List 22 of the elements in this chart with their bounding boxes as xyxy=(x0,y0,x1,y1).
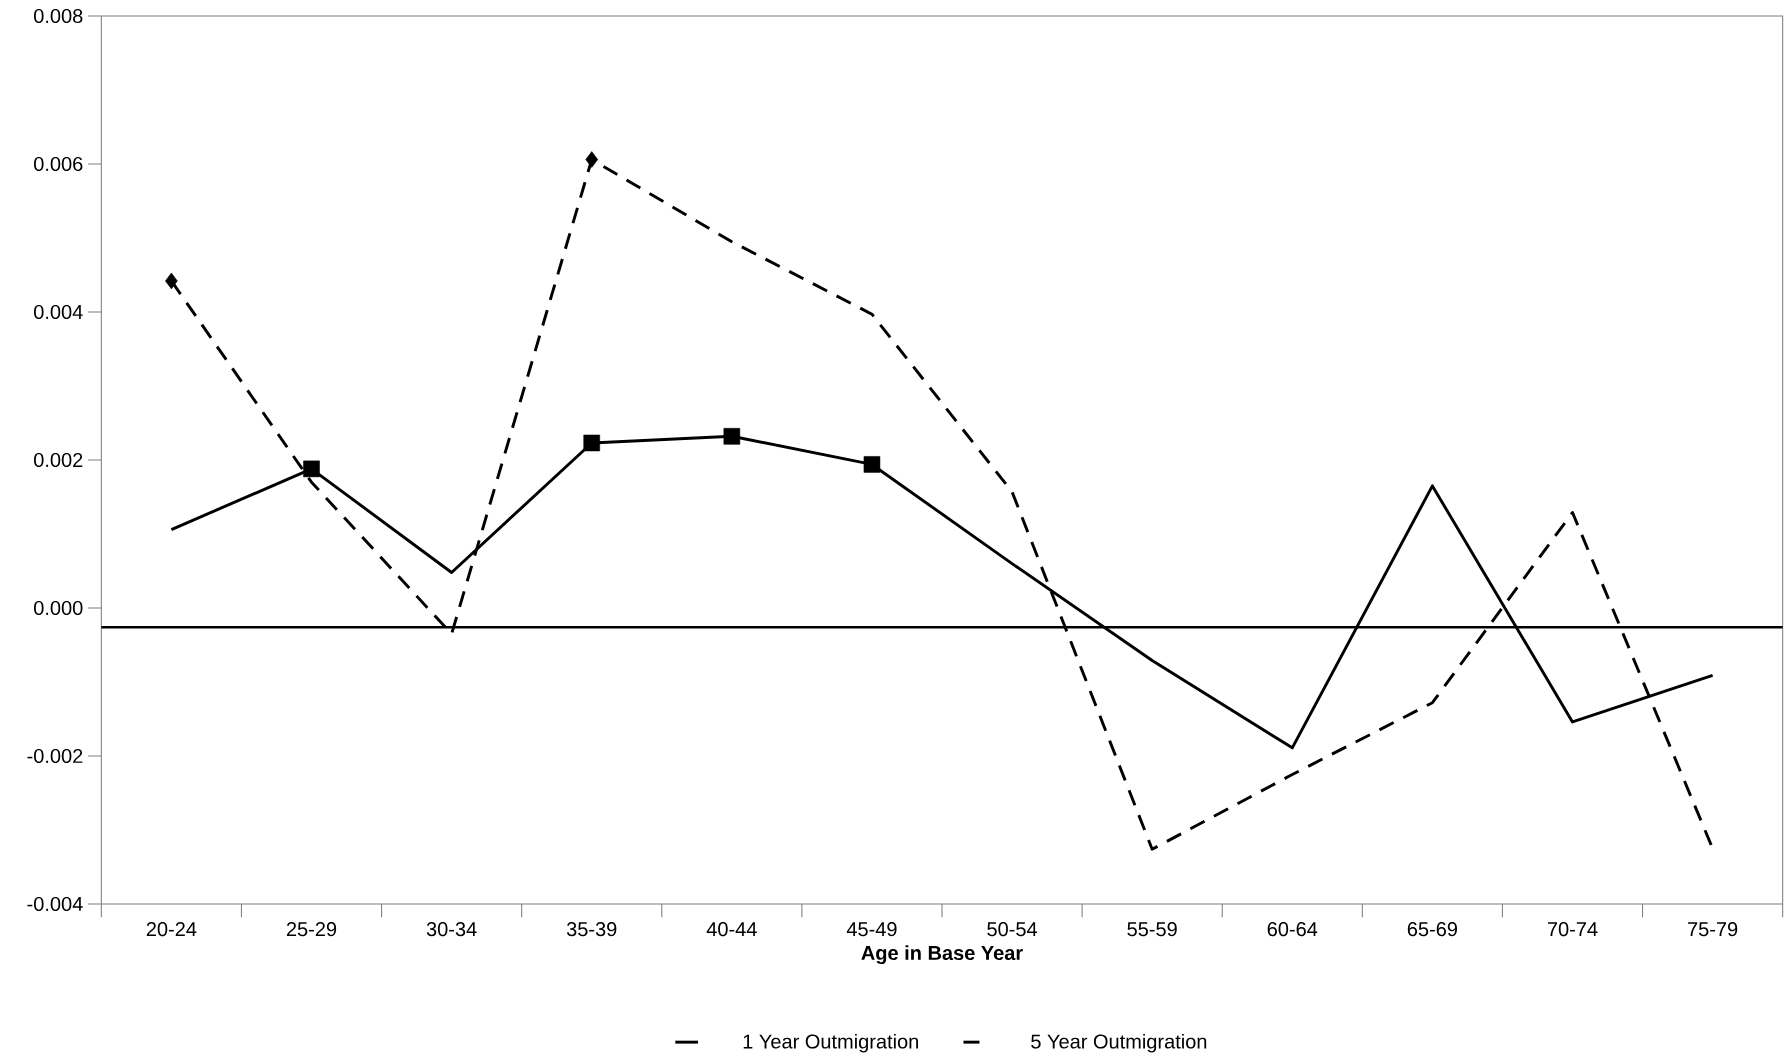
legend-label: 5 Year Outmigration xyxy=(1031,1033,1207,1053)
y-tick-label: -0.002 xyxy=(27,748,83,764)
x-tick-label: 35-39 xyxy=(566,922,617,937)
x-tick-label: 25-29 xyxy=(286,922,337,937)
x-tick-label: 45-49 xyxy=(846,922,897,937)
x-tick-label: 50-54 xyxy=(987,922,1038,937)
x-axis-title: Age in Base Year xyxy=(861,945,1023,965)
x-tick-label: 60-64 xyxy=(1267,922,1318,937)
x-tick-label: 20-24 xyxy=(146,922,197,937)
y-tick-label: 0.004 xyxy=(34,304,83,320)
x-tick-label: 65-69 xyxy=(1407,922,1457,937)
y-tick-label: 0.002 xyxy=(34,452,83,468)
x-tick-label: 70-74 xyxy=(1547,922,1598,937)
legend-label: 1 Year Outmigration xyxy=(743,1033,918,1053)
y-tick-label: -0.004 xyxy=(27,896,83,912)
x-tick-label: 30-34 xyxy=(426,922,477,937)
x-tick-label: 55-59 xyxy=(1127,922,1177,937)
x-tick-label: 75-79 xyxy=(1688,922,1738,937)
y-tick-label: 0.008 xyxy=(34,8,83,24)
y-tick-label: 0.000 xyxy=(34,600,83,616)
y-tick-label: 0.006 xyxy=(34,156,83,172)
x-tick-label: 40-44 xyxy=(706,922,757,937)
